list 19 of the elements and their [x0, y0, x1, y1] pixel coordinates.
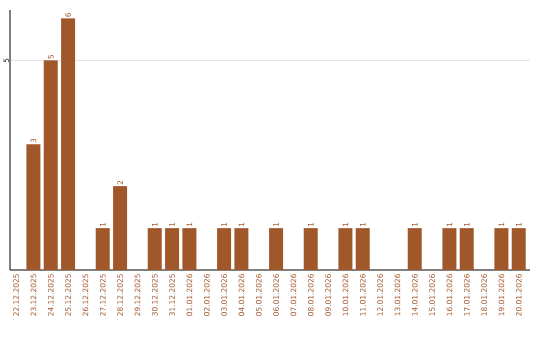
bar	[44, 60, 58, 270]
bar	[113, 186, 128, 270]
bar	[512, 228, 526, 270]
bar	[460, 228, 474, 270]
bar	[26, 144, 40, 270]
bar	[217, 228, 232, 270]
bar	[304, 228, 318, 270]
bar	[442, 228, 456, 270]
bar	[338, 228, 352, 270]
bar	[165, 228, 180, 270]
bar	[269, 228, 284, 270]
bar	[148, 228, 162, 270]
bar	[234, 228, 248, 270]
bar	[356, 228, 370, 270]
bar	[61, 18, 76, 270]
bar	[494, 228, 508, 270]
bar	[182, 228, 196, 270]
bar	[408, 228, 422, 270]
bar	[96, 228, 110, 270]
